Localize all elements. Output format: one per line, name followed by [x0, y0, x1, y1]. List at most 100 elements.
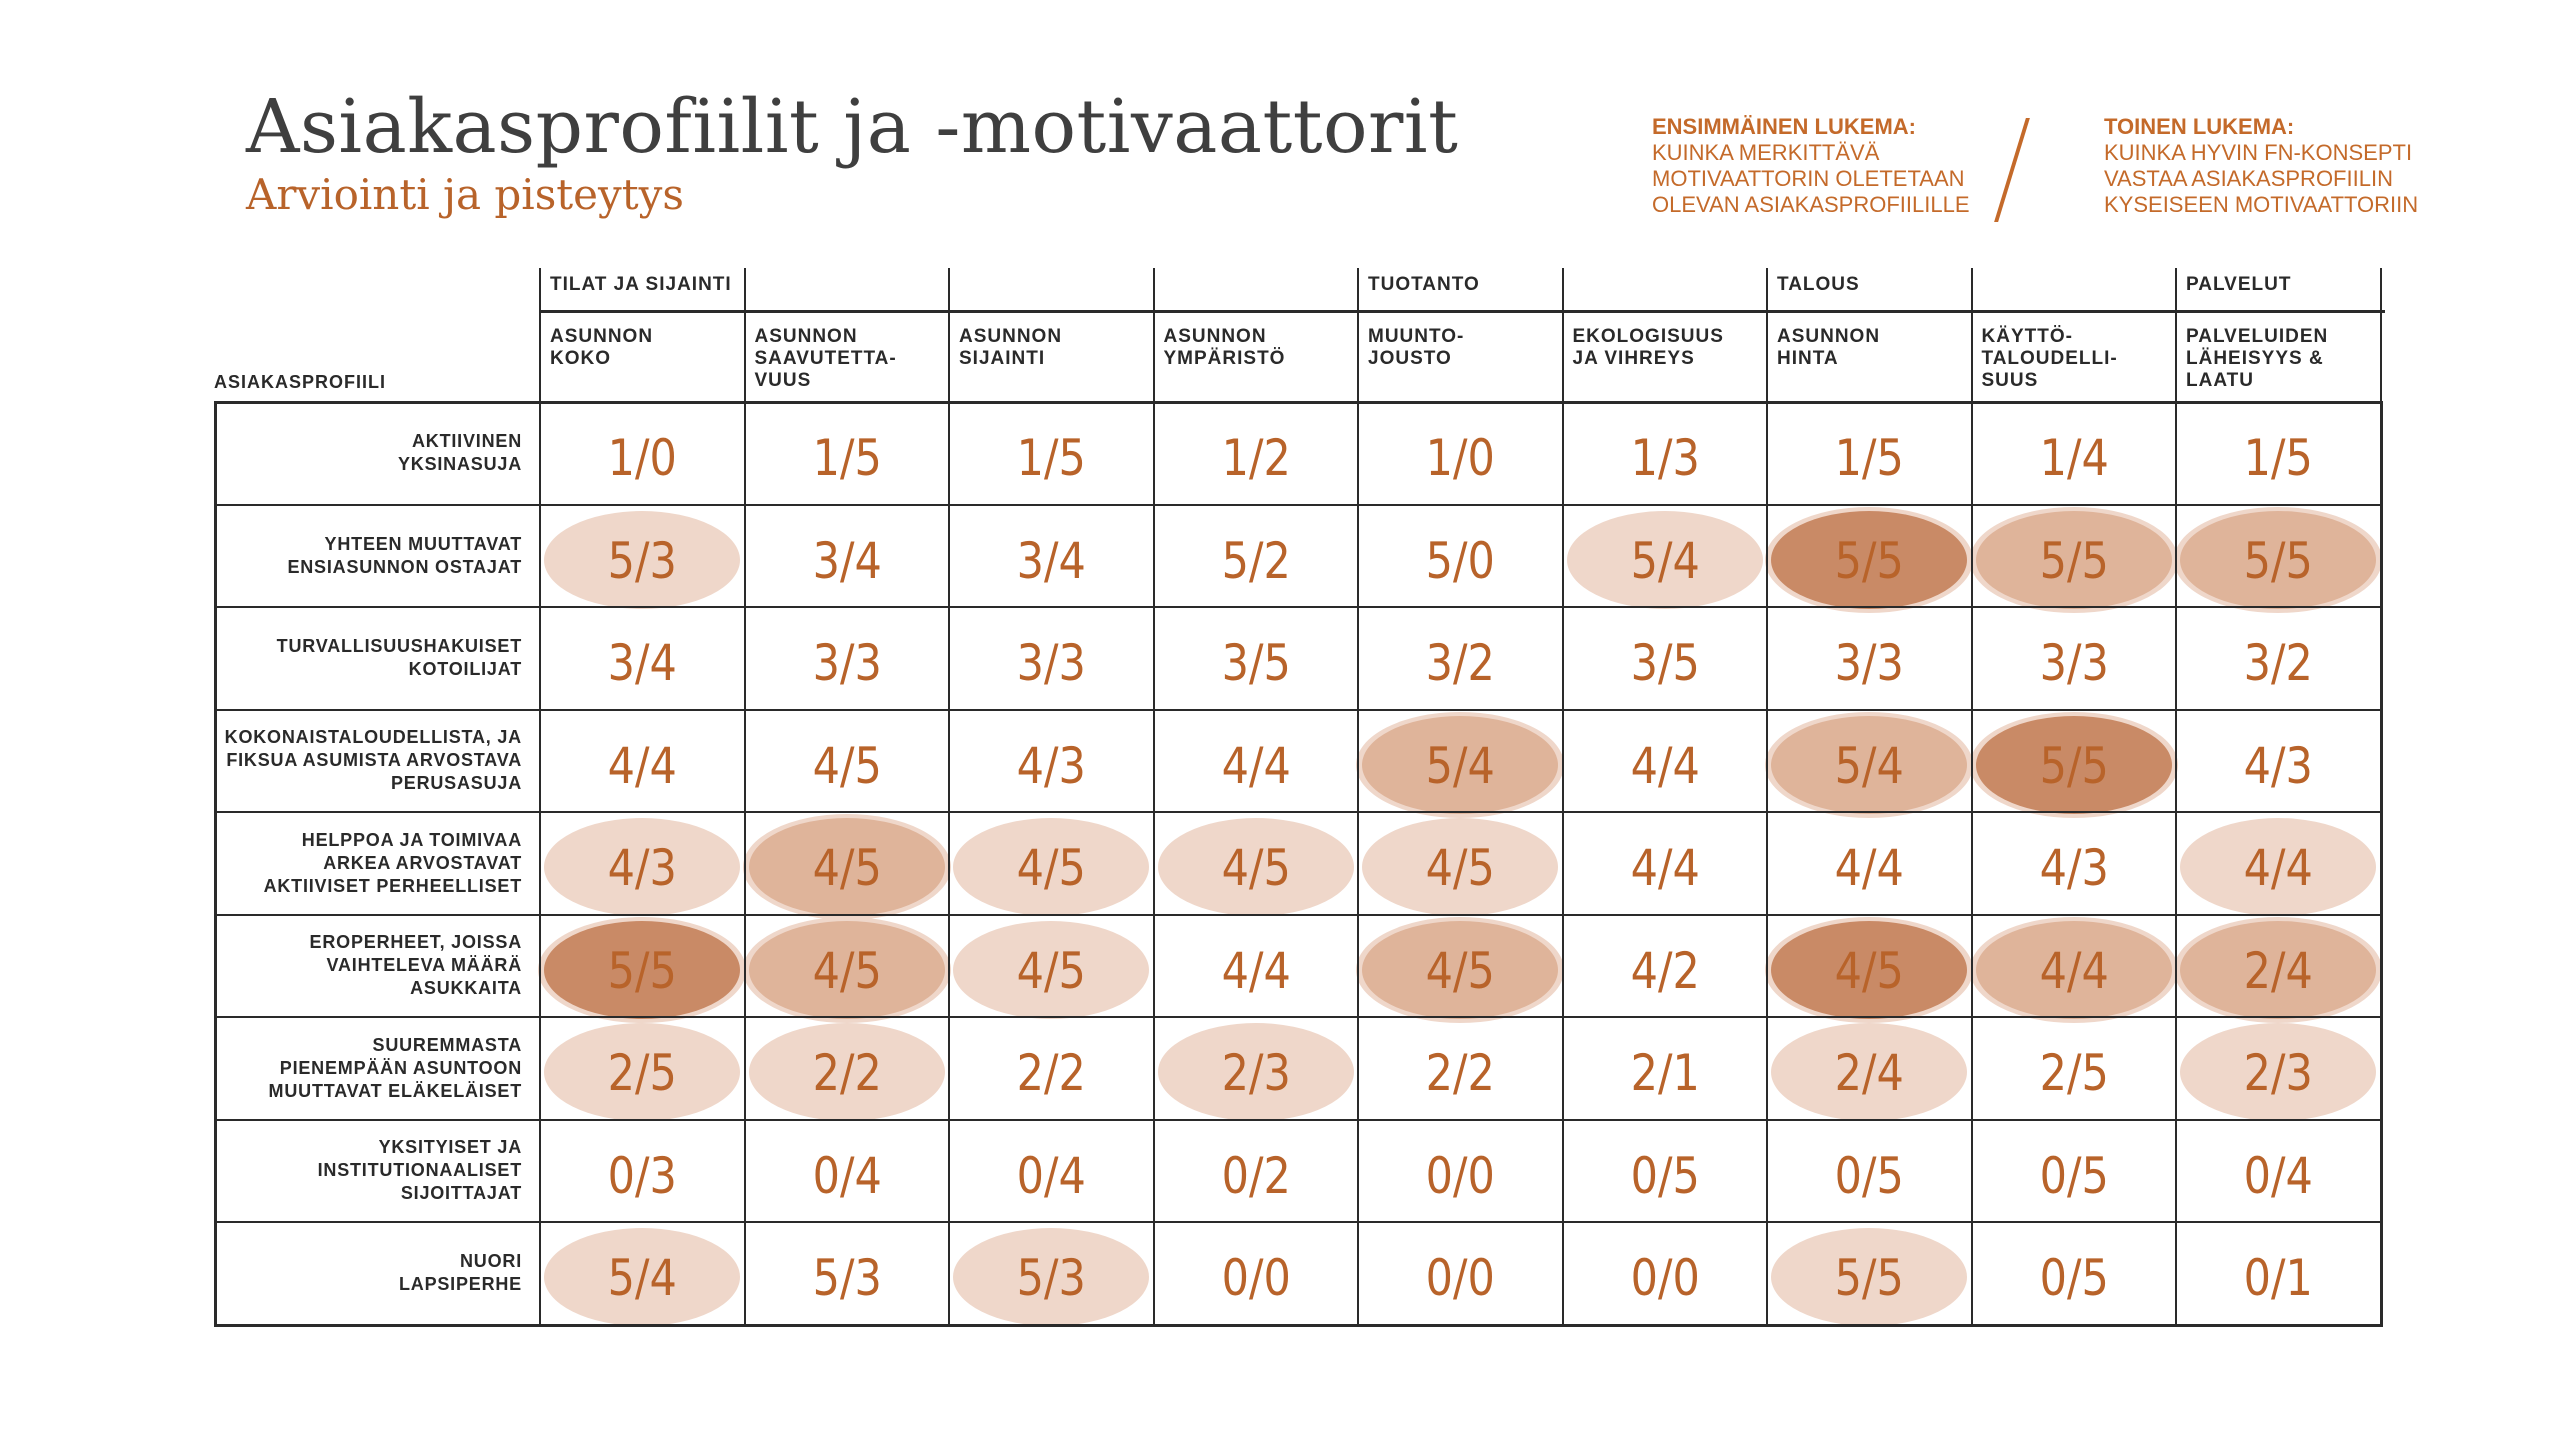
score-cell: 5/5 — [1767, 505, 1972, 608]
score-cell: 3/3 — [1767, 607, 1972, 710]
score-highlight — [953, 920, 1150, 1019]
score-cell: 4/5 — [1154, 812, 1359, 915]
score-value: 0/5 — [1630, 1146, 1700, 1205]
row-label-line: EROPERHEET, JOISSA — [309, 932, 522, 953]
row-label-text: SUUREMMASTA PIENEMPÄÄN ASUNTOON MUUTTAVAT … — [269, 1034, 522, 1103]
row-label-line: SUUREMMASTA — [372, 1034, 522, 1055]
score-highlight — [1157, 818, 1354, 917]
score-highlight — [1975, 715, 2172, 814]
column-header-line: VUUS — [754, 370, 812, 391]
score-value: 3/3 — [812, 634, 882, 693]
score-value: 1/5 — [2243, 429, 2313, 488]
page-title: Asiakasprofiilit ja -motivaattorit — [246, 84, 1459, 170]
row-label-profile: AKTIIVINEN YKSINASUJA — [222, 402, 522, 505]
row-label-text: NUORI LAPSIPERHE — [399, 1250, 522, 1296]
score-cell: 4/4 — [540, 710, 745, 813]
column-header: EKOLOGISUUS JA VIHREYS — [1573, 326, 1763, 370]
column-header-line: LAATU — [2186, 370, 2254, 391]
score-value: 0/0 — [1630, 1249, 1700, 1308]
score-cell: 0/5 — [1767, 1120, 1972, 1223]
score-cell: 3/4 — [949, 505, 1154, 608]
column-divider — [1970, 402, 1973, 1325]
row-label-line: TURVALLISUUSHAKUISET — [276, 636, 522, 657]
score-value: 5/3 — [812, 1249, 882, 1308]
score-value: 1/4 — [2039, 429, 2109, 488]
row-divider — [214, 913, 2381, 916]
row-label-text: HELPPOA JA TOIMIVAA ARKEA ARVOSTAVAT AKTII… — [264, 829, 522, 898]
row-label-line: AKTIIVISET PERHEELLISET — [263, 875, 522, 896]
score-cell: 0/5 — [1972, 1222, 2177, 1325]
row-label-profile: HELPPOA JA TOIMIVAA ARKEA ARVOSTAVAT AKTII… — [222, 812, 522, 915]
legend-first-line: MOTIVAATTORIN OLETETAAN — [1652, 166, 1965, 191]
row-label-line: KOTOILIJAT — [408, 659, 522, 680]
score-cell: 1/0 — [540, 402, 745, 505]
column-divider — [1766, 402, 1768, 1325]
score-value: 0/1 — [2243, 1249, 2313, 1308]
row-label-line: AKTIIVINEN — [411, 431, 522, 452]
score-highlight — [1975, 510, 2172, 609]
row-divider — [214, 1221, 2381, 1223]
score-value: 4/5 — [812, 941, 882, 1000]
legend-first-head: ENSIMMÄINEN LUKEMA: — [1652, 114, 1916, 139]
row-label-line: MUUTTAVAT ELÄKELÄISET — [268, 1080, 522, 1101]
score-cell: 4/3 — [949, 710, 1154, 813]
score-value: 4/5 — [1016, 839, 1086, 898]
score-cell: 0/5 — [1972, 1120, 2177, 1223]
score-cell: 1/3 — [1563, 402, 1768, 505]
legend-second-line: VASTAA ASIAKASPROFIILIN — [2104, 166, 2393, 191]
column-divider — [1561, 268, 1564, 402]
score-cell: 5/4 — [1358, 710, 1563, 813]
score-value: 0/4 — [2243, 1146, 2313, 1205]
score-value: 2/5 — [2039, 1044, 2109, 1103]
score-cell: 5/5 — [2176, 505, 2381, 608]
row-label-line: KOKONAISTALOUDELLISTA, JA — [224, 727, 522, 748]
score-value: 2/5 — [607, 1044, 677, 1103]
score-cell: 0/0 — [1358, 1222, 1563, 1325]
column-header-line: ASUNNON — [754, 326, 858, 347]
column-header-line: ASUNNON — [959, 326, 1063, 347]
row-label-text: EROPERHEET, JOISSA VAIHTELEVA MÄÄRÄ ASUKKA… — [310, 931, 522, 1000]
score-value: 4/5 — [1425, 839, 1495, 898]
row-divider — [214, 708, 2381, 711]
group-header: TUOTANTO — [1368, 274, 1480, 295]
score-cell: 3/3 — [745, 607, 950, 710]
score-cell: 4/5 — [1767, 915, 1972, 1018]
score-highlight — [1362, 715, 1559, 814]
score-value: 4/3 — [607, 839, 677, 898]
column-header-line: PALVELUIDEN — [2186, 326, 2329, 347]
score-value: 3/4 — [1016, 531, 1086, 590]
score-highlight — [544, 1228, 741, 1327]
score-value: 2/3 — [1221, 1044, 1291, 1103]
column-header: ASUNNON KOKO — [550, 326, 740, 370]
column-divider — [539, 402, 541, 1325]
row-label-line: INSTITUTIONAALISET — [317, 1160, 522, 1181]
row-divider — [214, 503, 2381, 506]
score-cell: 2/3 — [2176, 1017, 2381, 1120]
score-cell: 2/2 — [1358, 1017, 1563, 1120]
score-value: 5/4 — [1834, 736, 1904, 795]
score-cell: 0/2 — [1154, 1120, 1359, 1223]
score-cell: 4/4 — [1154, 710, 1359, 813]
score-value: 2/4 — [2243, 941, 2313, 1000]
score-cell: 0/0 — [1154, 1222, 1359, 1325]
score-cell: 5/3 — [949, 1222, 1154, 1325]
score-highlight — [544, 818, 741, 917]
legend-first-line: OLEVAN ASIAKASPROFIILILLE — [1652, 192, 1970, 217]
column-header-line: SUUS — [1981, 370, 2039, 391]
score-highlight — [1771, 1228, 1968, 1327]
score-value: 5/4 — [1630, 531, 1700, 590]
column-divider — [1152, 402, 1155, 1325]
column-header-line: MUUNTO- — [1368, 326, 1465, 347]
score-value: 4/2 — [1630, 941, 1700, 1000]
score-cell: 4/3 — [540, 812, 745, 915]
column-header-line: KOKO — [550, 348, 611, 369]
score-highlight — [1771, 715, 1968, 814]
score-value: 4/5 — [812, 839, 882, 898]
column-divider — [1357, 268, 1359, 402]
row-label-text: YHTEEN MUUTTAVAT ENSIASUNNON OSTAJAT — [287, 533, 522, 579]
column-divider — [2379, 268, 2382, 402]
score-highlight — [1362, 920, 1559, 1019]
score-value: 3/4 — [812, 531, 882, 590]
row-label-text: AKTIIVINEN YKSINASUJA — [398, 430, 522, 476]
score-value: 4/5 — [1425, 941, 1495, 1000]
